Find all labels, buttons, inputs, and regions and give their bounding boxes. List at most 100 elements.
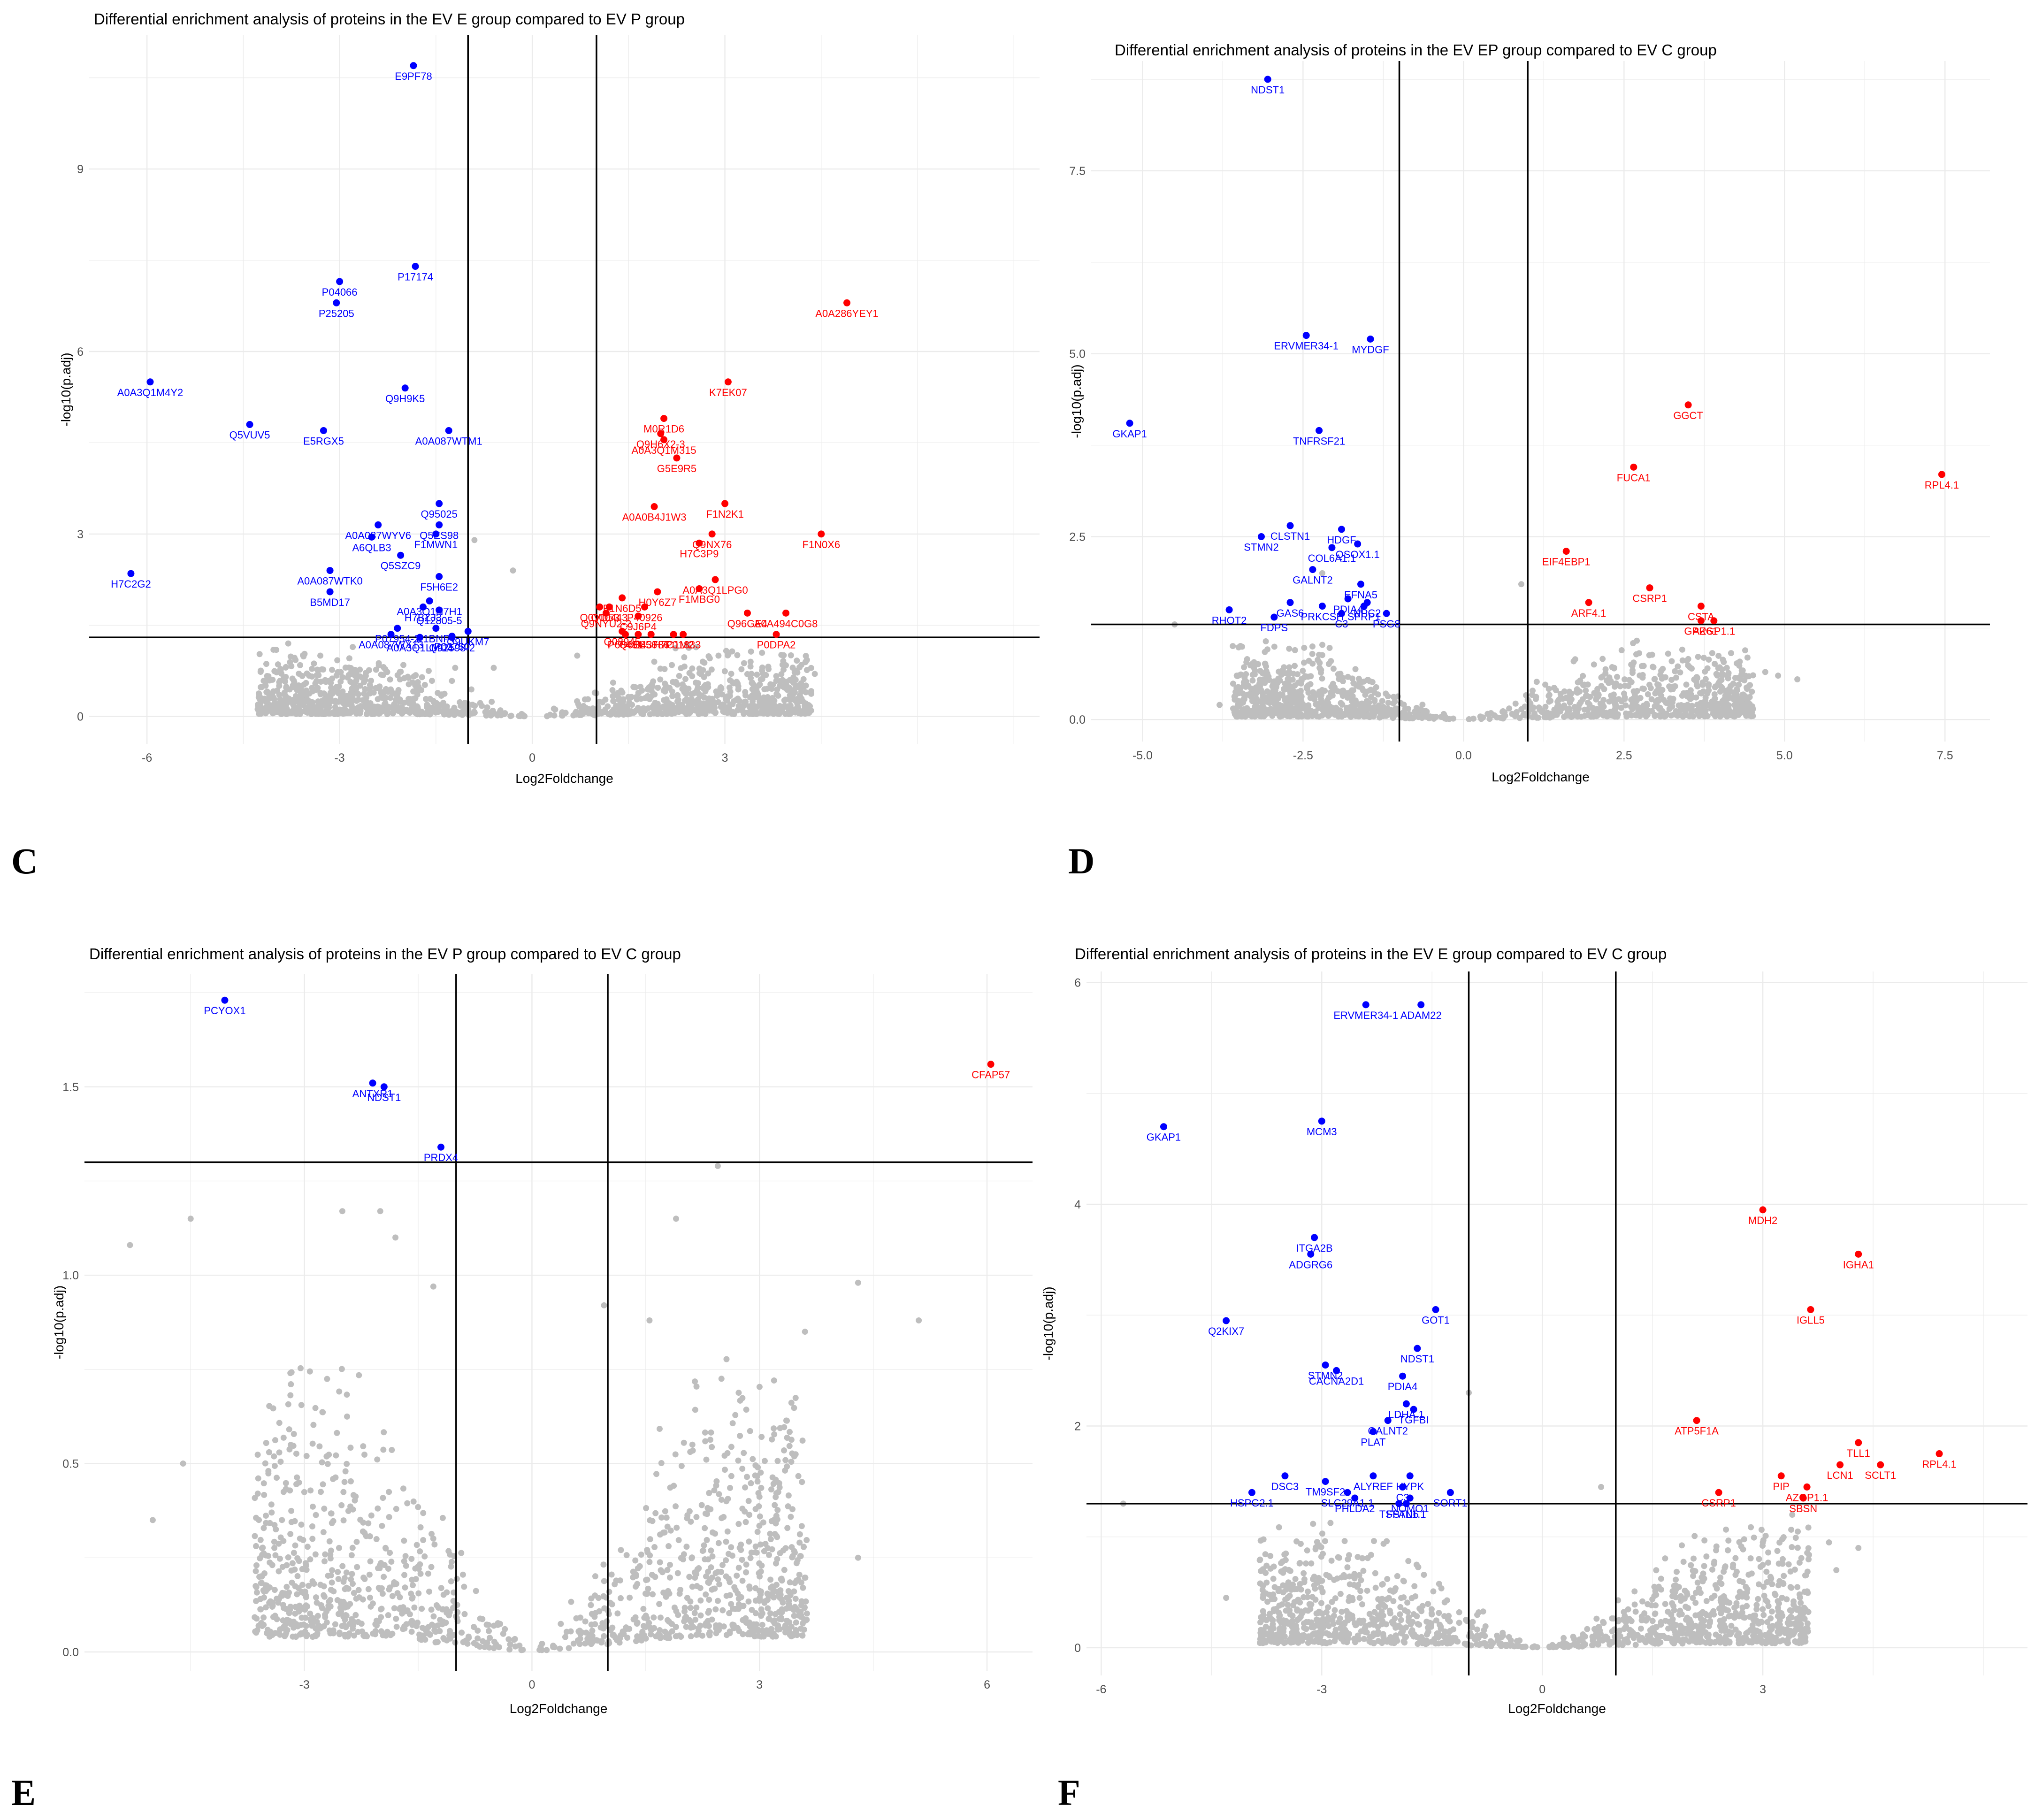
- ns-point: [1338, 712, 1345, 719]
- ns-point: [490, 1645, 497, 1652]
- ns-point: [676, 673, 682, 679]
- ns-point: [342, 1604, 348, 1611]
- ns-point: [1794, 676, 1801, 682]
- ns-point: [725, 1575, 732, 1582]
- ns-point: [1468, 1642, 1475, 1649]
- ns-point: [313, 687, 319, 693]
- ns-point: [521, 713, 528, 719]
- ns-point: [694, 1583, 700, 1590]
- ns-point: [1469, 1619, 1476, 1625]
- ns-point: [1230, 681, 1236, 687]
- ns-point: [739, 1557, 745, 1563]
- ns-point: [319, 1459, 325, 1466]
- ns-point: [332, 1474, 339, 1481]
- ns-point: [792, 1395, 799, 1401]
- ns-point: [795, 705, 802, 711]
- ns-point: [615, 696, 622, 703]
- ns-point: [361, 1452, 368, 1458]
- down-regulated-point: [1383, 610, 1390, 617]
- ns-point: [679, 702, 685, 708]
- ns-point: [1281, 686, 1288, 693]
- ns-point: [1573, 708, 1579, 715]
- down-regulated-point: [401, 384, 409, 392]
- ns-point: [1375, 1604, 1382, 1610]
- ns-point: [695, 1625, 702, 1632]
- ns-point: [380, 672, 386, 679]
- ns-point: [1538, 709, 1545, 715]
- ns-point: [617, 1595, 624, 1601]
- up-regulated-point: [621, 631, 629, 638]
- ns-point: [272, 1552, 279, 1559]
- ns-point: [426, 1588, 432, 1595]
- ns-point: [767, 681, 774, 688]
- ns-point: [757, 1513, 763, 1520]
- ns-point: [745, 1598, 752, 1605]
- ns-point: [1325, 1604, 1331, 1611]
- down-regulated-point-label: NPC2: [1354, 607, 1381, 619]
- down-regulated-point: [464, 627, 472, 635]
- ns-point: [412, 682, 419, 688]
- ns-point: [356, 1372, 362, 1378]
- ns-point: [650, 1591, 656, 1598]
- ns-point: [1278, 712, 1285, 719]
- ns-point: [402, 1584, 408, 1591]
- down-regulated-point-label: Q95025: [421, 508, 458, 520]
- down-regulated-point-label: H7BZJ3: [405, 612, 442, 623]
- ns-point: [418, 687, 425, 693]
- ns-point: [333, 1452, 339, 1459]
- ns-point: [1622, 676, 1628, 683]
- down-regulated-point-label: TNFRSF21: [1293, 435, 1345, 447]
- up-regulated-point-label: A0A3Q1M315: [631, 444, 696, 456]
- ns-point: [1595, 1641, 1601, 1648]
- ns-point: [1305, 1588, 1311, 1595]
- ns-point: [742, 692, 749, 699]
- ns-point: [693, 1514, 700, 1520]
- ns-point: [408, 1629, 415, 1635]
- ns-point: [1558, 1642, 1565, 1649]
- ns-point: [271, 1538, 277, 1545]
- up-regulated-point: [670, 631, 677, 638]
- up-regulated-point: [635, 631, 642, 638]
- ns-point: [283, 1629, 290, 1636]
- ns-point: [788, 1459, 795, 1465]
- ns-point: [1322, 708, 1328, 714]
- ns-point: [302, 1606, 308, 1613]
- ns-point: [283, 1480, 289, 1486]
- ns-point: [254, 1491, 261, 1497]
- up-regulated-point-label: A0A494C0G8: [754, 618, 818, 629]
- ns-point: [1263, 1562, 1270, 1569]
- up-regulated-point-label: H7C3P9: [680, 548, 719, 559]
- ns-point: [718, 1376, 725, 1382]
- ns-point: [294, 687, 300, 694]
- down-regulated-point-label: QSOX1.1: [1336, 549, 1380, 560]
- ns-point: [692, 1378, 698, 1385]
- ns-point: [309, 699, 316, 706]
- ns-point: [293, 1450, 299, 1457]
- ns-point: [490, 1622, 497, 1629]
- ns-point: [709, 1444, 715, 1450]
- ns-point: [620, 1628, 626, 1635]
- down-regulated-point: [437, 1143, 445, 1151]
- ns-point: [293, 695, 300, 702]
- ns-point: [1242, 713, 1248, 720]
- ns-point: [688, 1518, 694, 1525]
- down-regulated-point-label: A0A3Q1LMU4: [387, 642, 453, 654]
- ns-point: [253, 1543, 260, 1549]
- ns-point: [328, 684, 335, 691]
- ns-point: [1366, 699, 1372, 706]
- ns-point: [1419, 715, 1425, 721]
- ns-point: [1364, 713, 1370, 719]
- volcano-panel-c: -6 -3 0 30369E9PF78P04066P17174P25205A0A3Q1…: [59, 10, 1040, 786]
- ns-point: [746, 711, 753, 717]
- ns-point: [627, 1594, 633, 1601]
- ns-point: [1385, 700, 1392, 706]
- ns-point: [750, 681, 757, 688]
- ns-point: [416, 711, 423, 718]
- ns-point: [458, 1550, 465, 1556]
- ns-point: [731, 1584, 738, 1591]
- ns-point: [266, 1449, 272, 1455]
- ns-point: [592, 1621, 598, 1628]
- ns-point: [1664, 700, 1671, 707]
- ns-point: [728, 1444, 734, 1450]
- ns-point: [632, 684, 639, 690]
